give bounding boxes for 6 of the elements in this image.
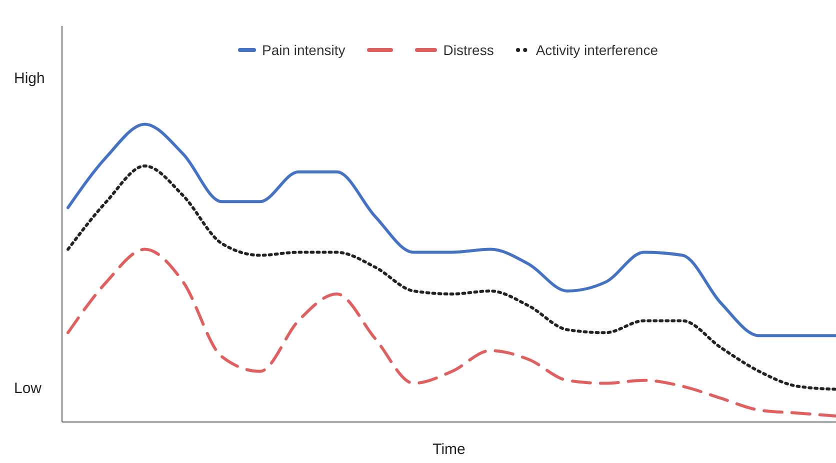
x-axis-title: Time: [432, 441, 466, 458]
legend-label: Distress: [442, 42, 494, 58]
legend-label: Activity interference: [534, 42, 658, 58]
text: Low: [14, 380, 42, 397]
text: High: [14, 70, 45, 87]
legend-label: Pain intensity: [260, 42, 346, 58]
